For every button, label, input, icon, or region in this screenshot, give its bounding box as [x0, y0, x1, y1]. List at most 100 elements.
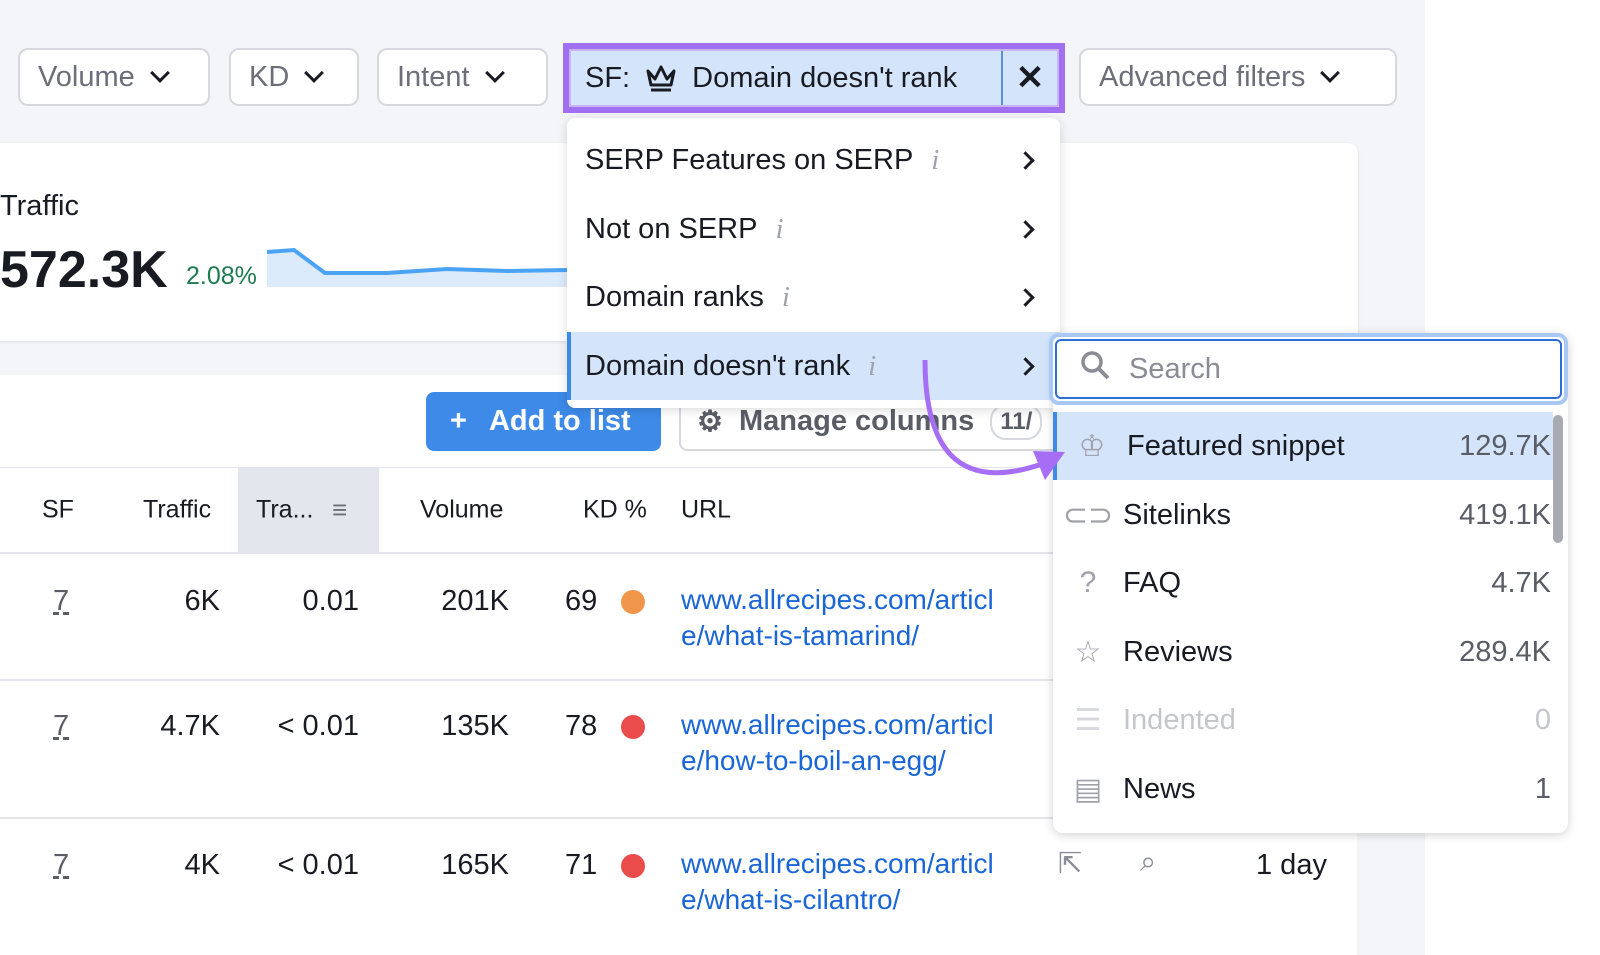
intent-filter[interactable]: Intent	[377, 48, 548, 106]
item-label: Featured snippet	[1127, 429, 1345, 462]
url-line2[interactable]: e/what-is-tamarind/	[681, 620, 920, 651]
item-count: 0	[1534, 703, 1551, 736]
advanced-label: Advanced filters	[1099, 60, 1306, 93]
item-label: Indented	[1123, 703, 1236, 736]
traffic-cell: 4K	[184, 849, 220, 881]
kd-dot	[621, 715, 645, 739]
add-to-list-button[interactable]: + Add to list	[426, 392, 661, 451]
header-traffic[interactable]: Traffic	[143, 495, 212, 524]
volume-cell: 165K	[441, 849, 509, 881]
item-count: 129.7K	[1459, 429, 1551, 462]
menu-item-serp-features[interactable]: SERP Features on SERP i	[567, 126, 1060, 194]
row-divider	[0, 679, 1053, 681]
advanced-filters[interactable]: Advanced filters	[1079, 48, 1397, 106]
volume-cell: 201K	[441, 585, 509, 617]
menu-item-label: Domain doesn't rank	[585, 349, 851, 382]
kd-label: KD	[249, 60, 290, 93]
sort-icon[interactable]: ≡	[332, 494, 348, 525]
kd-cell: 71	[565, 849, 598, 881]
submenu-item-featured-snippet[interactable]: ♔ Featured snippet 129.7K	[1053, 412, 1553, 480]
kd-dot	[621, 854, 645, 878]
crown-icon: ♔	[1078, 429, 1106, 463]
chevron-right-icon	[1016, 287, 1035, 307]
search-icon	[1079, 349, 1111, 389]
url-line1[interactable]: www.allrecipes.com/articl	[681, 848, 994, 879]
share-cell: < 0.01	[277, 710, 359, 742]
close-icon[interactable]: ✕	[1001, 51, 1057, 105]
menu-item-not-on-serp[interactable]: Not on SERP i	[567, 195, 1060, 263]
url-link[interactable]: www.allrecipes.com/articl e/how-to-boil-a…	[681, 707, 994, 779]
traffic-value: 572.3K	[0, 241, 168, 299]
sf-prefix: SF:	[585, 61, 631, 94]
volume-filter[interactable]: Volume	[18, 48, 210, 106]
item-label: Reviews	[1123, 635, 1233, 668]
star-icon: ☆	[1074, 635, 1102, 669]
item-label: News	[1123, 772, 1196, 805]
updated-cell: 1 day	[1256, 849, 1327, 881]
chevron-down-icon	[149, 63, 170, 83]
kd-dot	[621, 590, 645, 614]
link-icon: ⊂⊃	[1062, 498, 1114, 532]
url-link[interactable]: www.allrecipes.com/articl e/what-is-cilan…	[681, 846, 994, 918]
chevron-right-icon	[1016, 150, 1035, 170]
submenu-item-news[interactable]: ▤ News 1	[1053, 755, 1553, 823]
info-icon[interactable]: i	[775, 212, 784, 245]
crown-icon	[646, 65, 676, 92]
header-traffic-share[interactable]: Tra...	[256, 495, 314, 524]
gear-icon: ⚙	[697, 406, 723, 438]
annotation-arrow	[922, 359, 1065, 480]
volume-cell: 135K	[441, 710, 509, 742]
menu-item-label: SERP Features on SERP	[585, 143, 914, 176]
item-count: 289.4K	[1459, 635, 1551, 668]
submenu-item-faq[interactable]: ? FAQ 4.7K	[1053, 549, 1553, 617]
traffic-cell: 6K	[184, 585, 220, 617]
info-icon[interactable]: i	[868, 349, 877, 382]
search-input[interactable]: Search	[1049, 333, 1568, 405]
kd-filter[interactable]: KD	[229, 48, 359, 106]
info-icon[interactable]: i	[931, 143, 940, 176]
submenu-item-reviews[interactable]: ☆ Reviews 289.4K	[1053, 618, 1553, 686]
sf-count[interactable]: 7	[53, 849, 70, 881]
sorted-column-bg	[238, 468, 379, 553]
serp-preview-icon[interactable]: ⌕	[1140, 846, 1157, 878]
menu-item-domain-doesnt-rank[interactable]: Domain doesn't rank i	[567, 332, 1060, 400]
share-cell: 0.01	[302, 585, 359, 617]
search-placeholder: Search	[1129, 352, 1221, 385]
header-volume[interactable]: Volume	[420, 495, 504, 524]
submenu-item-sitelinks[interactable]: ⊂⊃ Sitelinks 419.1K	[1053, 481, 1553, 549]
sf-count[interactable]: 7	[53, 710, 70, 742]
traffic-sparkline	[267, 247, 567, 287]
submenu-item-indented: ☰ Indented 0	[1053, 686, 1553, 754]
sf-dropdown-menu: SERP Features on SERP i Not on SERP i Doma…	[567, 118, 1060, 408]
header-kd[interactable]: KD %	[583, 495, 647, 524]
sf-count[interactable]: 7	[53, 585, 70, 617]
volume-label: Volume	[38, 60, 135, 93]
chevron-down-icon	[1320, 63, 1341, 83]
chevron-right-icon	[1016, 219, 1035, 239]
question-icon: ?	[1079, 566, 1097, 599]
item-label: FAQ	[1123, 566, 1182, 599]
plus-icon: +	[450, 405, 467, 437]
item-count: 419.1K	[1459, 498, 1551, 531]
menu-item-domain-ranks[interactable]: Domain ranks i	[567, 263, 1060, 331]
row-divider	[0, 817, 1053, 819]
chevron-down-icon	[484, 63, 505, 83]
scrollbar[interactable]	[1553, 415, 1563, 543]
item-count: 4.7K	[1491, 566, 1551, 599]
intent-label: Intent	[397, 60, 470, 93]
header-url[interactable]: URL	[681, 495, 732, 524]
url-line1[interactable]: www.allrecipes.com/articl	[681, 709, 994, 740]
url-link[interactable]: www.allrecipes.com/articl e/what-is-tamar…	[681, 582, 994, 654]
kd-cell: 69	[565, 585, 598, 617]
info-icon[interactable]: i	[781, 280, 790, 313]
sf-value: Domain doesn't rank	[692, 61, 958, 94]
url-line2[interactable]: e/what-is-cilantro/	[681, 884, 901, 915]
external-link-icon[interactable]: ⇱	[1058, 848, 1083, 880]
share-cell: < 0.01	[277, 849, 359, 881]
sf-filter[interactable]: SF: Domain doesn't rank ✕	[563, 43, 1065, 113]
kd-cell: 78	[565, 710, 598, 742]
url-line1[interactable]: www.allrecipes.com/articl	[681, 584, 994, 615]
chevron-down-icon	[304, 63, 325, 83]
header-sf[interactable]: SF	[42, 495, 74, 524]
url-line2[interactable]: e/how-to-boil-an-egg/	[681, 745, 946, 776]
